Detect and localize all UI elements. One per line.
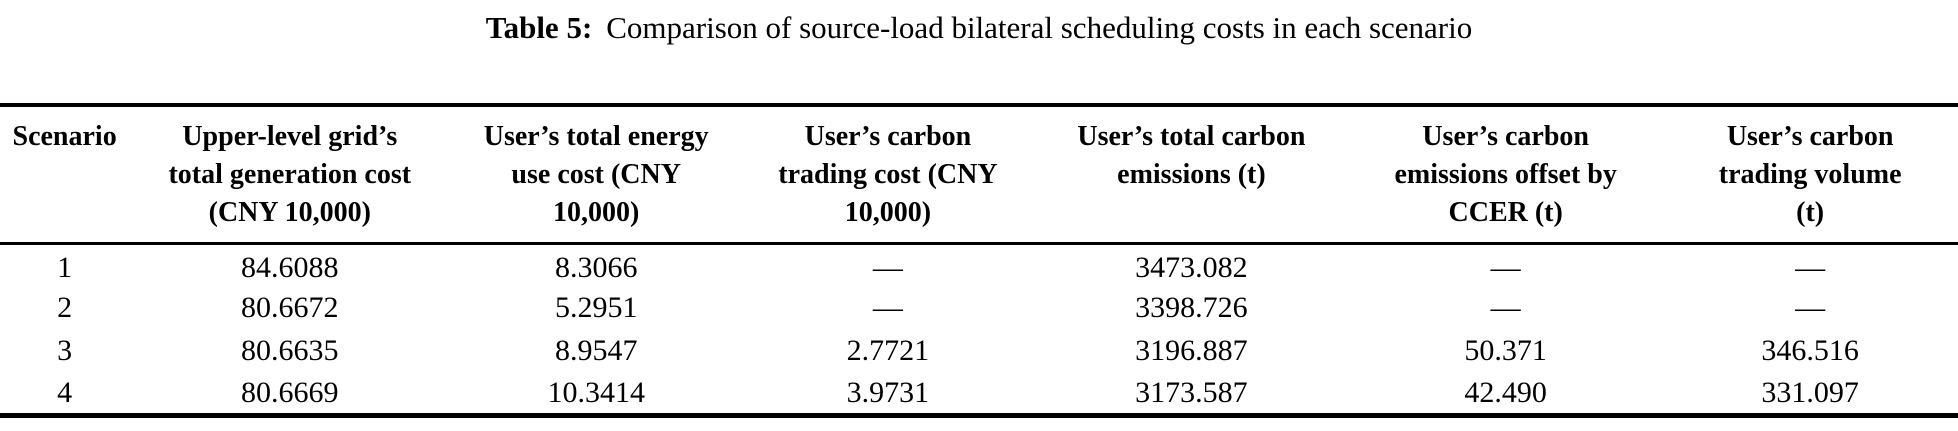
table-cell: 42.490 bbox=[1464, 375, 1547, 409]
table-cell: 3 bbox=[57, 334, 73, 367]
table-cell: 80.6669 bbox=[241, 375, 339, 409]
table-cell: — bbox=[872, 250, 903, 284]
header-row: Scenario Upper-level grid’s total genera… bbox=[0, 105, 1958, 245]
table-cell: 50.371 bbox=[1464, 334, 1547, 367]
table-cell: — bbox=[1490, 291, 1521, 324]
header-ccer-offset: User’s carbon emissions offset by CCER (… bbox=[1349, 105, 1663, 245]
table-cell: 3398.726 bbox=[1135, 291, 1248, 324]
table-cell: 3473.082 bbox=[1135, 250, 1248, 284]
header-user-carbon-emissions: User’s total carbon emissions (t) bbox=[1033, 105, 1350, 245]
table-cell: 5.2951 bbox=[554, 291, 638, 324]
table-cell: 1 bbox=[57, 250, 73, 284]
table-cell: 80.6635 bbox=[241, 334, 339, 367]
table-caption-label: Table 5: bbox=[485, 10, 593, 45]
table-row: 2 80.6672 5.2951 — 3398.726 — — bbox=[0, 287, 1958, 330]
header-scenario: Scenario bbox=[0, 105, 130, 245]
header-user-carbon-trading-cost: User’s carbon trading cost (CNY 10,000) bbox=[742, 105, 1034, 245]
table-cell: — bbox=[1795, 250, 1826, 284]
table-cell: — bbox=[872, 291, 903, 324]
table-cell: 10.3414 bbox=[547, 375, 645, 409]
table-cell: 3.9731 bbox=[846, 375, 930, 409]
table-cell: 4 bbox=[57, 375, 73, 409]
table-cell: 84.6088 bbox=[241, 250, 339, 284]
table-caption: Table 5: Comparison of source-load bilate… bbox=[0, 8, 1958, 48]
table-cell: 331.097 bbox=[1761, 375, 1859, 409]
scenario-comparison-table: Scenario Upper-level grid’s total genera… bbox=[0, 103, 1958, 418]
header-grid-generation-cost: Upper-level grid’s total generation cost… bbox=[129, 105, 451, 245]
table-row: 4 80.6669 10.3414 3.9731 3173.587 42.490… bbox=[0, 373, 1958, 416]
table-cell: 2.7721 bbox=[846, 334, 930, 367]
header-carbon-trading-volume: User’s carbon trading volume (t) bbox=[1662, 105, 1958, 245]
table-cell: 2 bbox=[57, 291, 73, 324]
table-cell: 3173.587 bbox=[1135, 375, 1248, 409]
table-caption-text: Comparison of source-load bilateral sche… bbox=[606, 10, 1473, 45]
table-cell: 8.9547 bbox=[554, 334, 638, 367]
table-cell: 346.516 bbox=[1761, 334, 1859, 367]
table-cell: 3196.887 bbox=[1135, 334, 1248, 367]
table-row: 1 84.6088 8.3066 — 3473.082 — — bbox=[0, 244, 1958, 287]
table-cell: — bbox=[1490, 250, 1521, 284]
table-row: 3 80.6635 8.9547 2.7721 3196.887 50.371 … bbox=[0, 330, 1958, 373]
table-cell: — bbox=[1795, 291, 1826, 324]
header-user-energy-cost: User’s total energy use cost (CNY 10,000… bbox=[450, 105, 743, 245]
table-cell: 80.6672 bbox=[241, 291, 339, 324]
table-cell: 8.3066 bbox=[554, 250, 638, 284]
